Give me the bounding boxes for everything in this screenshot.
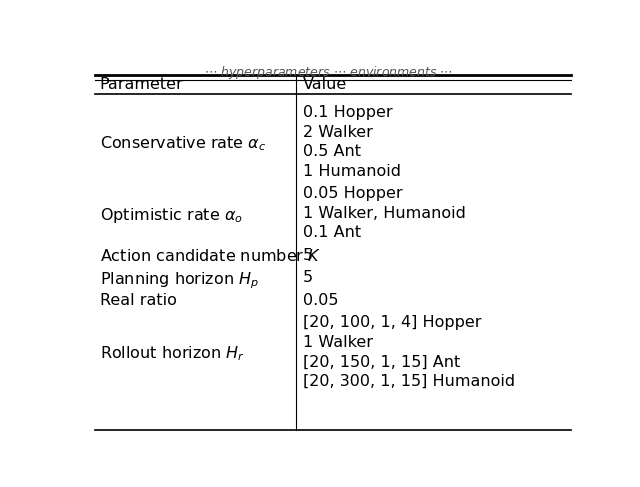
Text: Real ratio: Real ratio <box>100 293 177 308</box>
Text: 0.05 Hopper: 0.05 Hopper <box>303 187 403 201</box>
Text: 5: 5 <box>303 270 314 285</box>
Text: Rollout horizon $H_r$: Rollout horizon $H_r$ <box>100 345 244 363</box>
Text: Parameter: Parameter <box>100 77 184 92</box>
Text: Action candidate number $K$: Action candidate number $K$ <box>100 248 321 264</box>
Text: Value: Value <box>303 77 348 92</box>
Text: 0.1 Ant: 0.1 Ant <box>303 225 362 240</box>
Text: [20, 300, 1, 15] Humanoid: [20, 300, 1, 15] Humanoid <box>303 374 515 389</box>
Text: Conservative rate $\alpha_c$: Conservative rate $\alpha_c$ <box>100 134 266 153</box>
Text: 1 Walker: 1 Walker <box>303 335 373 350</box>
Text: Planning horizon $H_p$: Planning horizon $H_p$ <box>100 270 259 291</box>
Text: Optimistic rate $\alpha_o$: Optimistic rate $\alpha_o$ <box>100 206 243 225</box>
Text: 1 Walker, Humanoid: 1 Walker, Humanoid <box>303 206 466 221</box>
Text: $\cdots$ hyperparameters $\cdots$ environments $\cdots$: $\cdots$ hyperparameters $\cdots$ enviro… <box>204 64 452 81</box>
Text: 0.1 Hopper: 0.1 Hopper <box>303 105 393 120</box>
Text: [20, 150, 1, 15] Ant: [20, 150, 1, 15] Ant <box>303 355 460 369</box>
Text: [20, 100, 1, 4] Hopper: [20, 100, 1, 4] Hopper <box>303 315 482 330</box>
Text: 1 Humanoid: 1 Humanoid <box>303 164 401 179</box>
Text: 5: 5 <box>303 248 314 263</box>
Text: 0.5 Ant: 0.5 Ant <box>303 144 361 159</box>
Text: 2 Walker: 2 Walker <box>303 125 373 140</box>
Text: 0.05: 0.05 <box>303 293 339 308</box>
